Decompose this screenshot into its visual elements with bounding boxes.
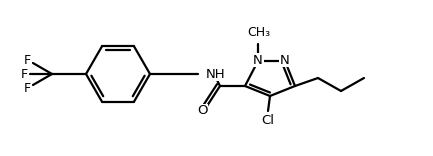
Text: F: F — [24, 54, 31, 66]
Text: N: N — [253, 54, 263, 66]
Text: CH₃: CH₃ — [247, 25, 271, 39]
Text: O: O — [197, 105, 207, 117]
Text: Cl: Cl — [262, 115, 275, 127]
Text: N: N — [280, 54, 290, 66]
Text: F: F — [24, 81, 31, 95]
Text: NH: NH — [206, 68, 226, 80]
Text: F: F — [20, 68, 28, 80]
